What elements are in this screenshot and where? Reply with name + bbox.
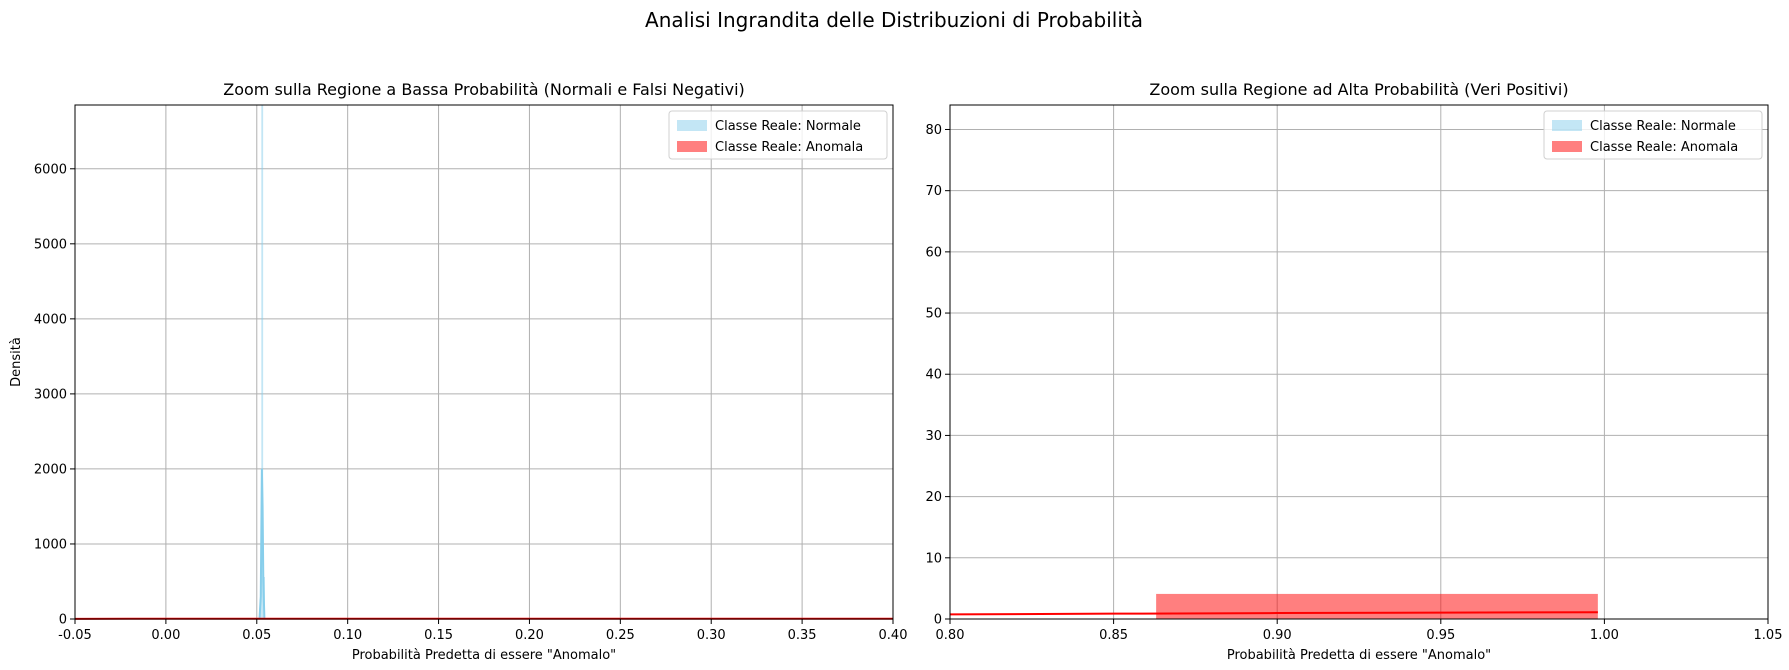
x-tick-label: -0.05 xyxy=(58,628,92,643)
x-tick-label: 0.15 xyxy=(424,628,453,643)
y-tick-label: 0 xyxy=(59,613,67,628)
legend-swatch-anomala xyxy=(677,141,707,152)
y-tick-label: 40 xyxy=(925,368,942,383)
subplot-2: 0.80 0.85 0.90 0.95 1.00 1.05 0 10 20 30 40 50 60 70 8… xyxy=(925,80,1782,663)
legend-swatch-normale xyxy=(677,120,707,131)
x-tick-label: 0.25 xyxy=(606,628,635,643)
axes-frame xyxy=(74,104,894,620)
y-tick-label: 0 xyxy=(934,613,942,628)
x-tick-label: 0.20 xyxy=(515,628,544,643)
y-tick-label: 30 xyxy=(925,429,942,444)
histogram-bar xyxy=(1156,593,1598,619)
y-tick-label: 60 xyxy=(925,245,942,260)
x-tick-label: 0.10 xyxy=(333,628,362,643)
legend-box xyxy=(1543,110,1763,160)
histogram-bar xyxy=(261,105,264,619)
legend-label-anomala: Classe Reale: Anomala xyxy=(1590,140,1738,155)
x-axis-label: Probabilità Predetta di essere "Anomalo" xyxy=(352,648,616,663)
y-tick-label: 70 xyxy=(925,184,942,199)
legend-label-normale: Classe Reale: Normale xyxy=(1590,119,1736,134)
y-tick-label: 3000 xyxy=(34,387,67,402)
x-tick-label: 0.95 xyxy=(1426,628,1455,643)
legend-swatch-normale xyxy=(1552,120,1582,131)
x-tick-label: 0.30 xyxy=(697,628,726,643)
kde-line-normale xyxy=(258,468,266,620)
x-tick-label: 1.05 xyxy=(1754,628,1783,643)
x-tick-label: 0.05 xyxy=(242,628,271,643)
y-tick-label: 2000 xyxy=(34,462,67,477)
y-tick-label: 10 xyxy=(925,551,942,566)
y-tick-label: 20 xyxy=(925,490,942,505)
y-tick-label: 5000 xyxy=(34,237,67,252)
subplot-title: Zoom sulla Regione ad Alta Probabilità (… xyxy=(1149,80,1568,99)
y-tick-label: 1000 xyxy=(34,537,67,552)
x-axis-label: Probabilità Predetta di essere "Anomalo" xyxy=(1227,648,1491,663)
kde-line-anomala xyxy=(949,611,1598,616)
y-axis-label: Densità xyxy=(9,337,24,387)
subplot-1: -0.05 0.00 0.05 0.10 0.15 0.20 0.25 0.30 0.35 0.4… xyxy=(9,80,907,663)
x-tick-label: 1.00 xyxy=(1590,628,1619,643)
x-tick-label: 0.90 xyxy=(1263,628,1292,643)
x-tick-label: 0.80 xyxy=(936,628,965,643)
y-tick-label: 4000 xyxy=(34,312,67,327)
legend-label-normale: Classe Reale: Normale xyxy=(715,119,861,134)
legend-swatch-anomala xyxy=(1552,141,1582,152)
y-tick-label: 50 xyxy=(925,307,942,322)
legend-label-anomala: Classe Reale: Anomala xyxy=(715,140,863,155)
y-tick-label: 80 xyxy=(925,123,942,138)
x-tick-label: 0.00 xyxy=(151,628,180,643)
x-tick-label: 0.35 xyxy=(788,628,817,643)
figure-suptitle: Analisi Ingrandita delle Distribuzioni d… xyxy=(645,8,1143,32)
x-tick-label: 0.85 xyxy=(1099,628,1128,643)
subplot-title: Zoom sulla Regione a Bassa Probabilità (… xyxy=(223,80,745,99)
y-tick-label: 6000 xyxy=(34,162,67,177)
x-tick-label: 0.40 xyxy=(879,628,908,643)
axes-frame xyxy=(949,104,1769,620)
legend-box xyxy=(668,110,888,160)
